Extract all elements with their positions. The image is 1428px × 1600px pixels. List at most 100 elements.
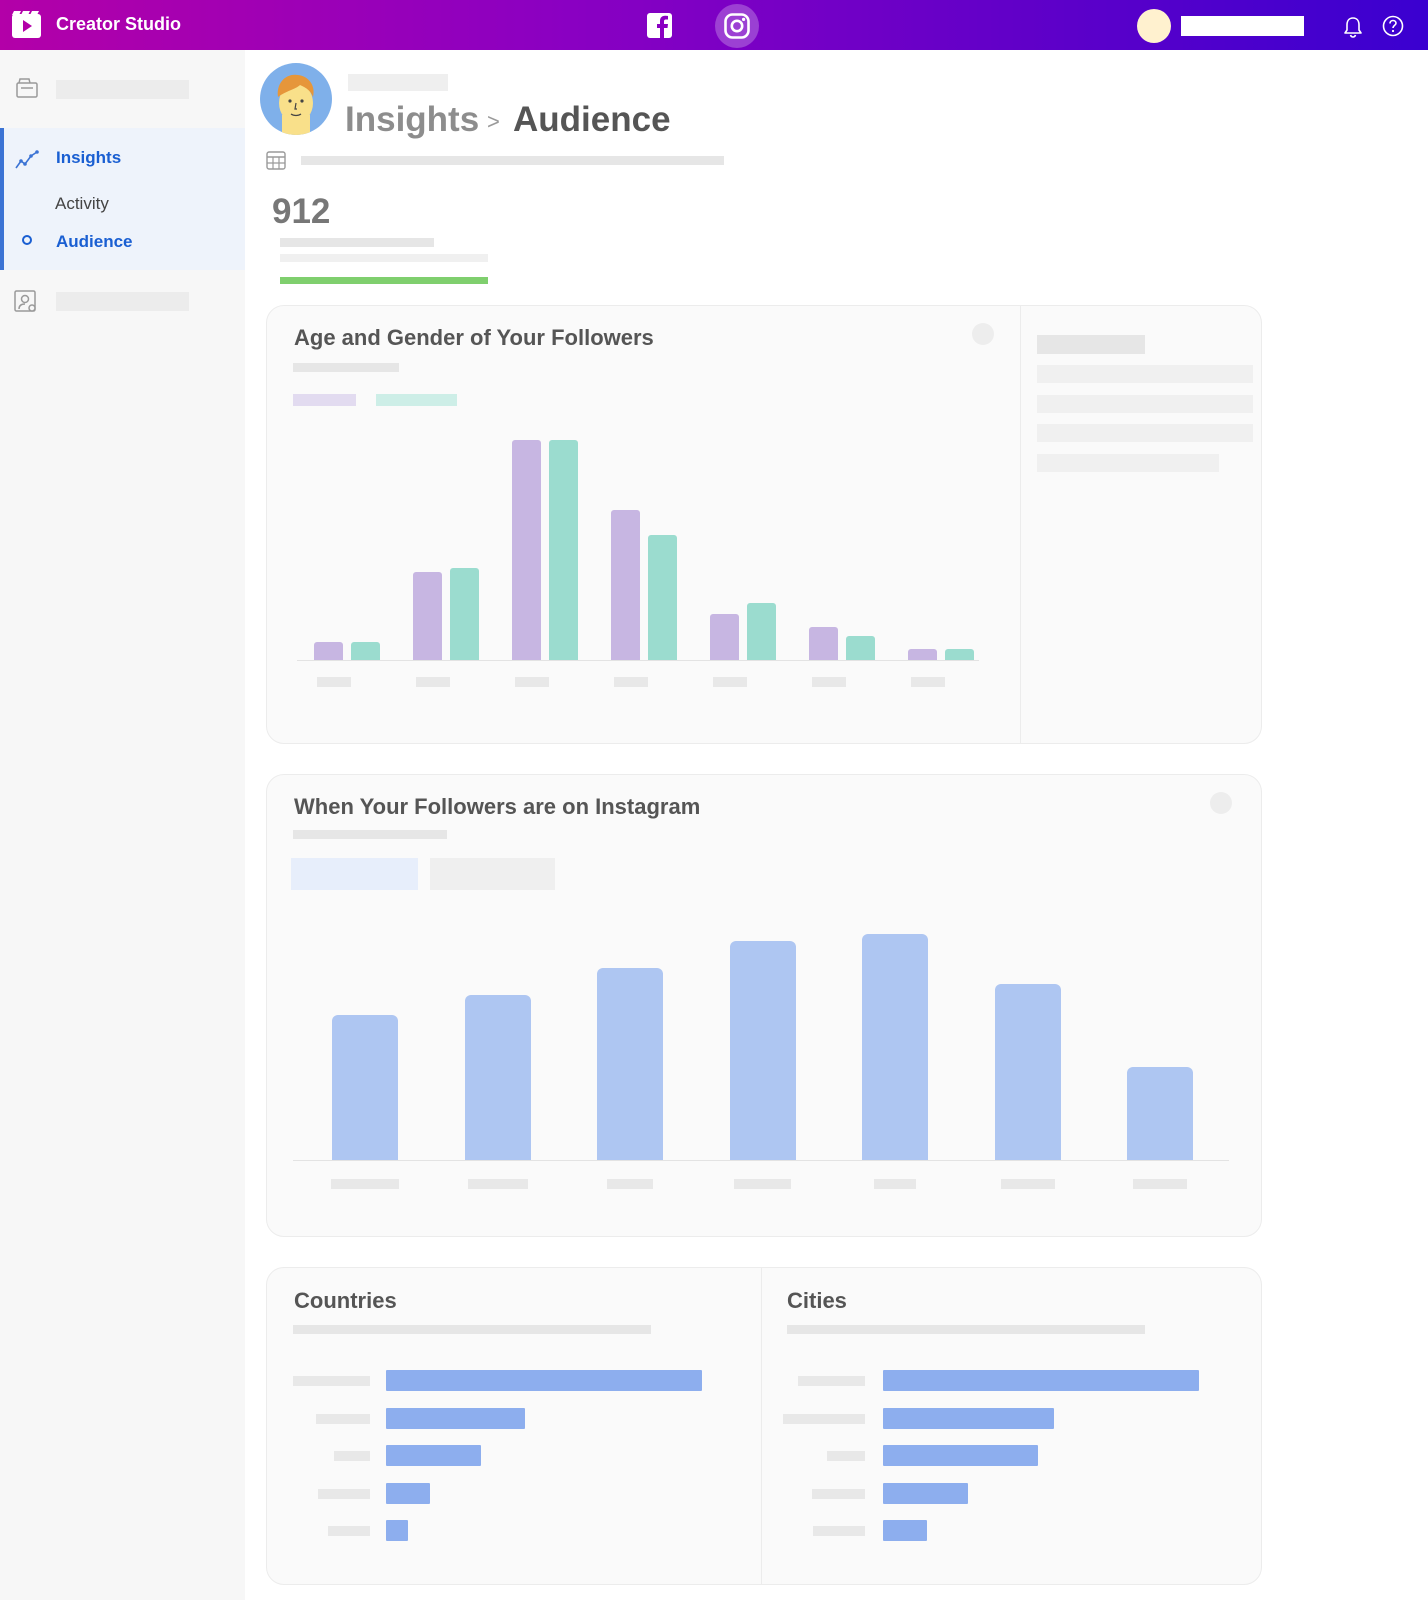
x-tick-label-placeholder	[1000, 1179, 1055, 1189]
card-divider	[1020, 306, 1021, 743]
bar	[332, 1015, 398, 1160]
row-label-placeholder	[812, 1488, 865, 1499]
info-icon[interactable]	[972, 323, 994, 345]
bar-series-2	[945, 649, 974, 660]
row-label-placeholder	[334, 1451, 370, 1461]
sidebar-group-insights: Insights Activity Audience	[0, 128, 245, 270]
row-label-placeholder	[316, 1413, 370, 1424]
account-settings-icon[interactable]	[14, 290, 38, 314]
facebook-icon[interactable]	[647, 13, 672, 38]
x-tick-label-placeholder	[331, 1179, 399, 1189]
account-name-placeholder	[348, 74, 448, 91]
x-tick-label-placeholder	[812, 677, 846, 687]
x-axis	[293, 1160, 1229, 1161]
legend-swatch-series-2[interactable]	[376, 394, 457, 406]
user-avatar[interactable]	[1137, 9, 1171, 43]
sidebar-item-audience[interactable]: Audience	[56, 232, 133, 251]
bar	[862, 934, 928, 1160]
user-name-placeholder[interactable]	[1181, 16, 1304, 36]
bar	[464, 995, 531, 1160]
page-title: Audience	[513, 100, 671, 139]
bar-series-2	[648, 534, 677, 660]
stat-sublabel-placeholder	[280, 254, 488, 262]
legend-swatch-series-1[interactable]	[293, 394, 356, 406]
instagram-icon	[724, 13, 750, 39]
side-panel-line-placeholder	[1037, 395, 1253, 413]
bar-series-1	[710, 613, 739, 660]
card-subtitle-placeholder	[293, 363, 399, 372]
side-panel-line-placeholder	[1037, 424, 1253, 442]
bar-series-1	[809, 627, 838, 660]
x-tick-label-placeholder	[911, 677, 945, 687]
row-label-placeholder	[318, 1488, 370, 1499]
bar	[386, 1370, 702, 1391]
bar	[729, 940, 796, 1160]
x-tick-label-placeholder	[614, 677, 648, 687]
card-title: Age and Gender of Your Followers	[294, 325, 654, 350]
bar	[883, 1445, 1038, 1466]
profile-face-icon	[277, 74, 314, 135]
bar-series-1	[413, 572, 442, 660]
bar-series-1	[611, 510, 640, 660]
stat-accent-bar	[280, 277, 488, 284]
locations-card: Countries Cities	[266, 1267, 1262, 1585]
row-label-placeholder	[813, 1526, 865, 1536]
age-gender-card: Age and Gender of Your Followers	[266, 305, 1262, 744]
x-tick-label-placeholder	[874, 1179, 916, 1189]
content-library-icon[interactable]	[16, 78, 38, 98]
breadcrumb-insights[interactable]: Insights	[345, 100, 480, 139]
bar-series-2	[846, 635, 875, 660]
date-range-placeholder[interactable]	[301, 156, 724, 165]
bar	[386, 1407, 526, 1429]
x-tick-label-placeholder	[317, 677, 351, 687]
side-panel-line-placeholder	[1037, 454, 1219, 472]
side-panel-line-placeholder	[1037, 365, 1253, 383]
sidebar-item-insights[interactable]: Insights	[56, 148, 122, 167]
when-followers-card: When Your Followers are on Instagram	[266, 774, 1262, 1237]
x-tick-label-placeholder	[607, 1179, 653, 1189]
active-item-indicator-icon	[22, 235, 32, 245]
x-axis	[297, 660, 979, 661]
creator-studio-logo-icon[interactable]	[12, 11, 41, 38]
row-label-placeholder	[328, 1526, 370, 1536]
bar	[386, 1520, 409, 1541]
bar	[883, 1482, 969, 1504]
row-label-placeholder	[798, 1376, 865, 1386]
calendar-table-icon[interactable]	[266, 151, 286, 170]
x-tick-label-placeholder	[515, 677, 549, 687]
card-divider	[761, 1268, 762, 1584]
bar	[1127, 1067, 1193, 1160]
day-tab-active[interactable]	[291, 858, 418, 890]
cities-chart	[761, 1268, 1263, 1586]
bar	[883, 1370, 1199, 1391]
app-title: Creator Studio	[56, 14, 182, 34]
x-tick-label-placeholder	[416, 677, 450, 687]
x-tick-label-placeholder	[467, 1179, 528, 1189]
bar-series-2	[351, 642, 380, 660]
bar-series-2	[450, 567, 479, 660]
bell-icon[interactable]	[1343, 16, 1363, 38]
info-icon[interactable]	[1210, 792, 1232, 814]
countries-chart	[267, 1268, 761, 1586]
bar	[883, 1407, 1054, 1429]
sidebar-item-placeholder[interactable]	[56, 292, 189, 311]
row-label-placeholder	[827, 1451, 865, 1461]
bar	[597, 967, 663, 1160]
x-tick-label-placeholder	[713, 677, 747, 687]
bar	[883, 1520, 928, 1541]
help-icon[interactable]	[1382, 15, 1404, 37]
countries-subtitle-placeholder	[293, 1325, 651, 1334]
bar	[994, 983, 1061, 1160]
bar	[386, 1482, 431, 1504]
sidebar-item-placeholder[interactable]	[56, 80, 189, 99]
cities-title: Cities	[787, 1288, 847, 1313]
x-tick-label-placeholder	[1133, 1179, 1187, 1189]
sidebar-item-activity[interactable]: Activity	[55, 194, 109, 213]
top-bar: Creator Studio	[0, 0, 1428, 50]
day-tab[interactable]	[430, 858, 555, 890]
row-label-placeholder	[783, 1413, 865, 1424]
instagram-tab[interactable]	[715, 4, 759, 48]
card-subtitle-placeholder	[293, 830, 447, 839]
age-gender-chart	[267, 306, 1017, 745]
countries-title: Countries	[294, 1288, 397, 1313]
